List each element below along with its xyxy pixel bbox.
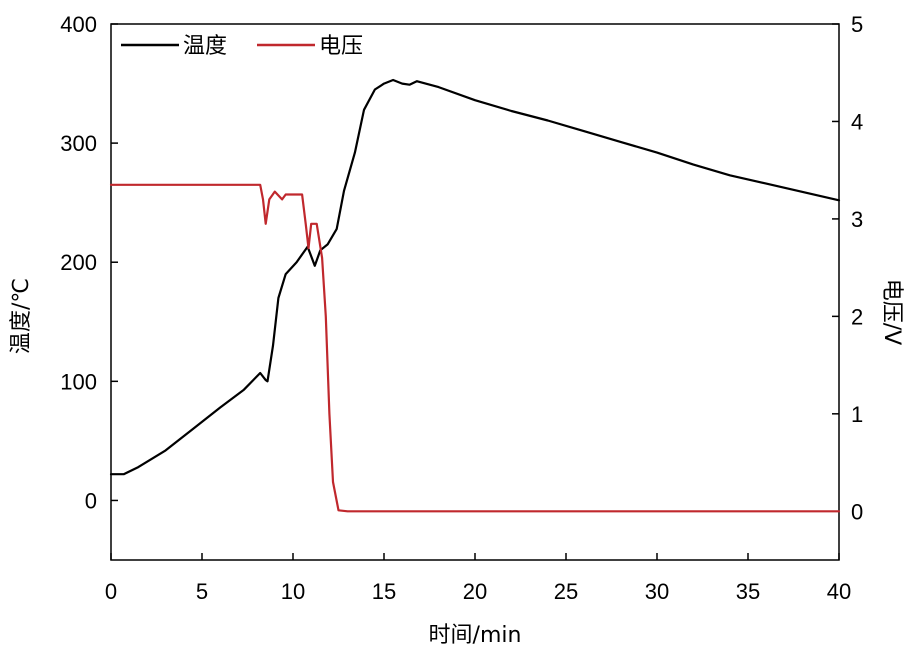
x-tick-label: 25 xyxy=(554,579,578,604)
x-tick-label: 10 xyxy=(281,579,305,604)
legend-label-1: 电压 xyxy=(319,34,363,59)
left-y-tick-label: 0 xyxy=(85,488,97,513)
x-axis-title: 时间/min xyxy=(429,623,522,648)
x-tick-label: 0 xyxy=(105,579,117,604)
right-y-tick-label: 2 xyxy=(851,304,863,329)
left-y-tick-label: 100 xyxy=(60,369,97,394)
x-axis-ticks: 0 5 10 15 20 25 30 35 40 xyxy=(105,553,851,604)
plot-frame xyxy=(110,23,840,561)
legend-label-0: 温度 xyxy=(183,34,227,59)
left-y-tick-label: 300 xyxy=(60,131,97,156)
x-tick-label: 15 xyxy=(372,579,396,604)
series-line-1 xyxy=(109,183,841,513)
right-y-axis-ticks: 0 1 2 3 4 5 xyxy=(832,12,863,524)
left-y-axis-ticks: 0 100 200 300 400 xyxy=(60,12,118,513)
right-y-tick-label: 5 xyxy=(851,12,863,37)
series-lines xyxy=(109,78,841,513)
right-y-tick-label: 1 xyxy=(851,402,863,427)
x-tick-label: 40 xyxy=(827,579,851,604)
series-line-0 xyxy=(109,78,841,476)
left-y-tick-label: 400 xyxy=(60,12,97,37)
legend: 温度 电压 xyxy=(121,34,363,59)
right-y-tick-label: 4 xyxy=(851,109,863,134)
x-tick-label: 35 xyxy=(736,579,760,604)
left-y-axis-title: 温度/℃ xyxy=(9,278,34,354)
right-y-axis-title: 电压/V xyxy=(879,279,904,345)
left-y-tick-label: 200 xyxy=(60,250,97,275)
right-y-tick-label: 0 xyxy=(851,499,863,524)
right-y-tick-label: 3 xyxy=(851,207,863,232)
x-tick-label: 5 xyxy=(196,579,208,604)
x-tick-label: 20 xyxy=(463,579,487,604)
x-tick-label: 30 xyxy=(645,579,669,604)
